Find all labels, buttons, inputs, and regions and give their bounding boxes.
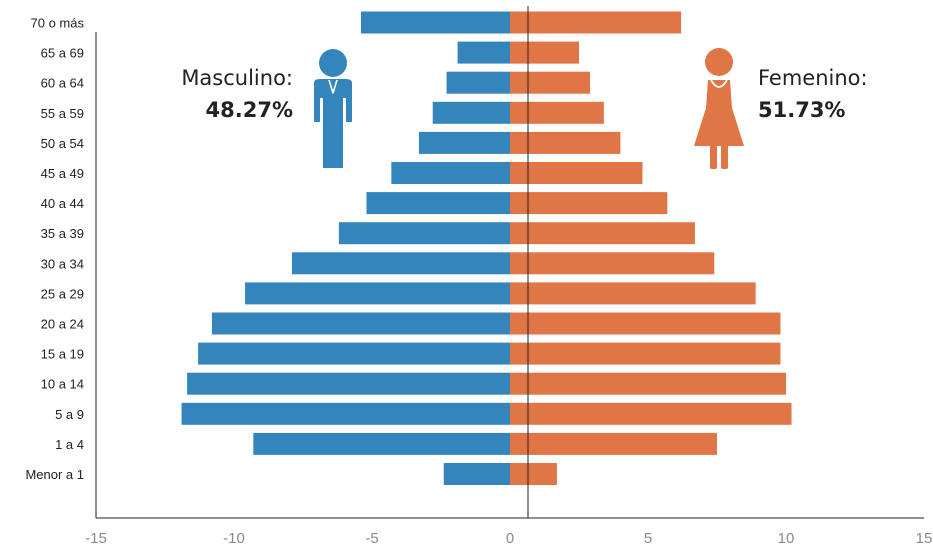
male-annotation: Masculino: 48.27% <box>181 66 293 122</box>
category-label: 50 a 54 <box>41 136 84 151</box>
female-bar-9 <box>510 282 756 305</box>
woman-icon <box>694 48 744 169</box>
axes <box>95 32 924 519</box>
male-bar-13 <box>181 402 510 425</box>
female-bar-2 <box>510 71 591 94</box>
female-annotation: Femenino: 51.73% <box>758 66 868 122</box>
male-bar-6 <box>366 192 510 215</box>
male-bar-5 <box>391 162 510 184</box>
male-bar-8 <box>291 252 510 275</box>
category-label: Menor a 1 <box>25 467 84 482</box>
female-bar-14 <box>510 432 717 455</box>
male-bar-11 <box>198 342 510 365</box>
female-bar-12 <box>510 372 786 395</box>
category-label: 25 a 29 <box>41 286 84 301</box>
category-label: 40 a 44 <box>41 196 84 211</box>
female-bar-1 <box>510 41 579 64</box>
male-label: Masculino: <box>181 66 293 90</box>
female-bar-15 <box>510 463 557 485</box>
category-label: 35 a 39 <box>41 226 84 241</box>
category-label: 20 a 24 <box>41 317 84 332</box>
category-label: 10 a 14 <box>41 377 84 392</box>
female-bar-13 <box>510 402 792 425</box>
female-label: Femenino: <box>758 66 868 90</box>
x-tick-label: 15 <box>916 530 933 547</box>
category-label: 65 a 69 <box>41 46 84 61</box>
x-tick-labels: -15 -10 -5 0 5 10 15 <box>85 530 932 547</box>
female-bar-4 <box>510 131 621 154</box>
category-label: 55 a 59 <box>41 106 84 121</box>
male-percentage: 48.27% <box>206 98 293 122</box>
male-bar-0 <box>360 11 510 34</box>
bars <box>181 11 792 485</box>
category-label: 1 a 4 <box>55 437 84 452</box>
female-bar-5 <box>510 162 643 184</box>
category-label: 45 a 49 <box>41 166 84 181</box>
female-bar-0 <box>510 11 682 34</box>
male-bar-7 <box>338 222 510 245</box>
category-label: 5 a 9 <box>55 407 84 422</box>
male-bar-4 <box>418 131 510 154</box>
category-label: 70 o más <box>31 16 85 31</box>
female-percentage: 51.73% <box>758 98 845 122</box>
x-tick-label: -10 <box>223 530 245 547</box>
female-bar-6 <box>510 192 668 215</box>
female-bar-3 <box>510 101 604 124</box>
category-label: 60 a 64 <box>41 76 84 91</box>
man-icon <box>314 49 352 168</box>
female-bar-7 <box>510 222 695 245</box>
female-bar-10 <box>510 312 781 335</box>
category-labels: 70 o más 65 a 69 60 a 64 55 a 59 50 a 54 45 a… <box>25 16 84 483</box>
male-bar-14 <box>253 432 510 455</box>
male-bar-3 <box>432 101 510 124</box>
male-bar-15 <box>443 463 510 485</box>
x-tick-label: 10 <box>778 530 795 547</box>
male-bar-1 <box>457 41 510 64</box>
category-label: 15 a 19 <box>41 347 84 362</box>
x-tick-label: 5 <box>644 530 652 547</box>
male-bar-2 <box>446 71 510 94</box>
category-label: 30 a 34 <box>41 256 84 271</box>
male-bar-10 <box>211 312 511 335</box>
female-bar-11 <box>510 342 781 365</box>
x-tick-label: -15 <box>85 530 107 547</box>
male-bar-9 <box>245 282 511 305</box>
female-bar-8 <box>510 252 715 275</box>
x-tick-label: -5 <box>365 530 378 547</box>
male-bar-12 <box>187 372 510 395</box>
x-tick-label: 0 <box>506 530 514 547</box>
